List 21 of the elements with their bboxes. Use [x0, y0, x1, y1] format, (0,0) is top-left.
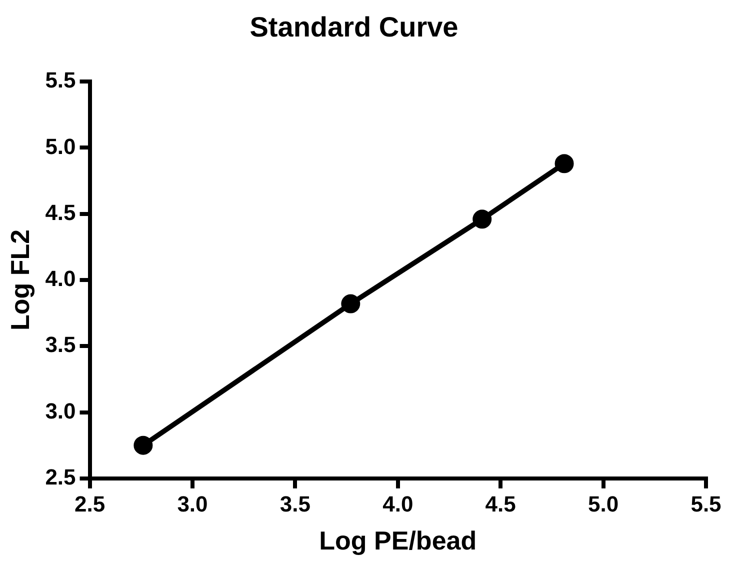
y-tick-label: 3.0 [45, 398, 76, 424]
x-axis-title: Log PE/bead [319, 526, 477, 556]
y-tick-label: 2.5 [45, 464, 76, 490]
y-axis-title: Log FL2 [4, 229, 35, 331]
y-tick-label: 4.0 [45, 266, 76, 292]
y-tick-label: 4.5 [45, 200, 76, 225]
y-tick-label: 5.0 [45, 134, 76, 159]
point [472, 210, 492, 229]
x-tick-label: 4.0 [382, 492, 414, 517]
point [554, 154, 574, 174]
x-tick-label: 3.0 [177, 492, 208, 517]
y-tick-label: 5.5 [45, 68, 76, 93]
x-tick-label: 5.5 [690, 492, 722, 517]
point [134, 436, 153, 455]
x-tick-label: 5.0 [588, 492, 619, 517]
x-tick-label: 3.5 [280, 492, 310, 517]
chart-title: Standard Curve [250, 12, 458, 43]
x-tick-label: 4.5 [485, 492, 516, 517]
point [341, 294, 360, 314]
y-tick-label: 3.5 [45, 332, 76, 358]
x-tick-label: 2.5 [74, 492, 106, 517]
